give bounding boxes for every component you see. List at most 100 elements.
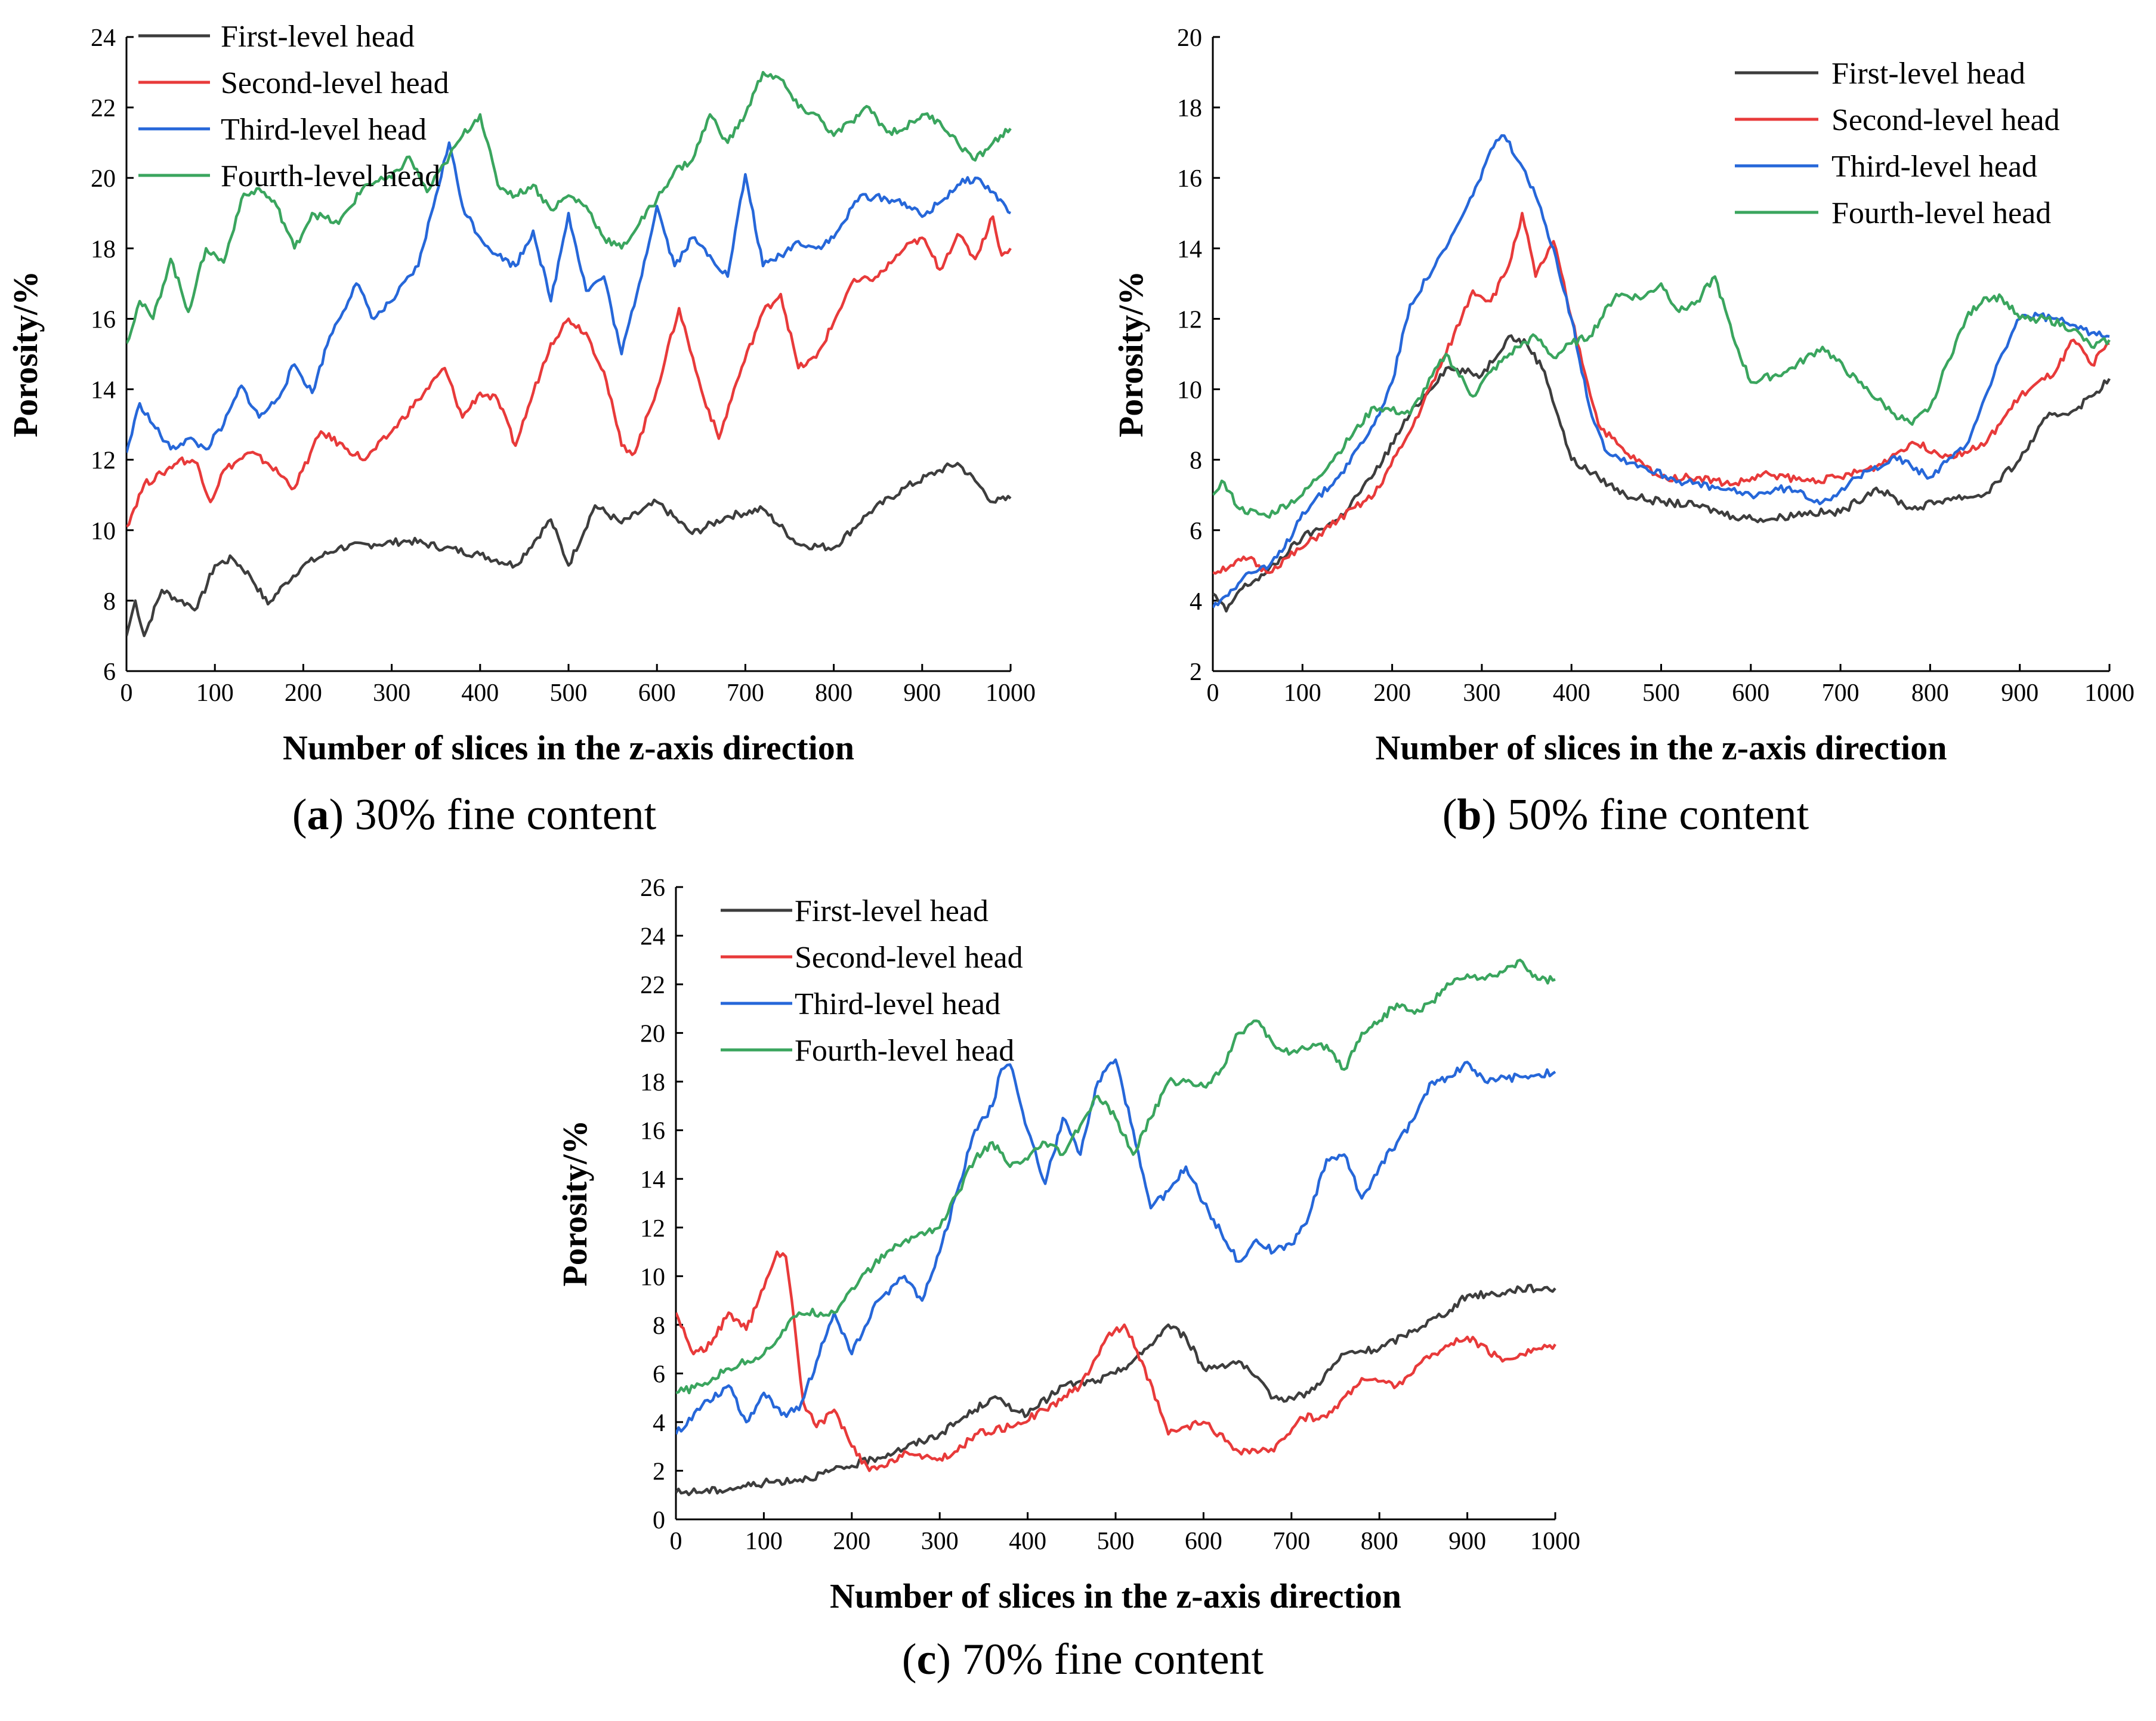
- y-axis-title: Porosity/%: [1111, 271, 1150, 437]
- y-tick-label: 10: [91, 518, 116, 545]
- x-tick-label: 0: [1207, 679, 1219, 707]
- x-tick-label: 300: [373, 679, 410, 707]
- y-tick-label: 6: [1190, 518, 1202, 545]
- x-tick-label: 1000: [986, 679, 1036, 707]
- x-tick-label: 100: [745, 1528, 783, 1555]
- x-tick-label: 900: [2001, 679, 2038, 707]
- y-tick-label: 18: [640, 1069, 665, 1096]
- y-tick-label: 24: [91, 24, 116, 52]
- legend-label-4: Fourth-level head: [795, 1034, 1014, 1068]
- y-tick-label: 20: [640, 1021, 665, 1048]
- y-tick-label: 20: [1177, 24, 1202, 52]
- legend-label-2: Second-level head: [795, 941, 1023, 975]
- chart-a: 0 100 200 300 400 500 600 700 800 900 1000 6 8 10 12 14…: [6, 20, 1036, 839]
- series-line-3: [126, 141, 1011, 453]
- legend: First-level head Second-level head Third-l…: [1735, 57, 2060, 230]
- series-line-1: [1213, 334, 2111, 613]
- y-tick-label: 10: [640, 1263, 665, 1291]
- panel-caption: (b) 50% fine content: [1443, 790, 1809, 839]
- legend-label-4: Fourth-level head: [1831, 196, 2051, 230]
- series-line-2: [126, 215, 1012, 528]
- x-axis-title: Number of slices in the z-axis direction: [1376, 728, 1947, 767]
- y-tick-label: 24: [640, 923, 665, 951]
- y-axis-title: Porosity/%: [6, 271, 45, 437]
- legend: First-level head Second-level head Third-l…: [721, 894, 1023, 1068]
- y-tick-label: 2: [653, 1458, 665, 1485]
- caption-text: 30% fine content: [344, 790, 656, 839]
- y-tick-label: 16: [1177, 165, 1202, 193]
- y-tick-label: 6: [103, 659, 116, 686]
- y-tick-label: 8: [103, 588, 116, 616]
- x-tick-label: 300: [1463, 679, 1500, 707]
- y-tick-label: 8: [653, 1312, 665, 1340]
- panel-caption: (c) 70% fine content: [902, 1635, 1264, 1684]
- series-line-4: [126, 70, 1012, 344]
- legend-label-1: First-level head: [795, 894, 989, 928]
- x-tick-label: 200: [285, 679, 322, 707]
- panel-caption: (a) 30% fine content: [292, 790, 657, 839]
- y-tick-label: 4: [1190, 588, 1202, 616]
- x-tick-label: 900: [903, 679, 941, 707]
- x-tick-label: 100: [196, 679, 234, 707]
- y-tick-label: 6: [653, 1361, 665, 1388]
- x-tick-label: 400: [1009, 1528, 1046, 1555]
- series-line-1: [676, 1283, 1556, 1497]
- y-tick-label: 18: [91, 236, 116, 263]
- x-tick-label: 500: [1642, 679, 1680, 707]
- x-tick-label: 700: [727, 679, 764, 707]
- y-axis-title: Porosity/%: [555, 1120, 594, 1286]
- series-line-2: [1213, 212, 2110, 575]
- x-tick-label: 200: [1373, 679, 1411, 707]
- y-tick-label: 16: [91, 306, 116, 333]
- x-tick-label: 300: [921, 1528, 959, 1555]
- series-group: [126, 70, 1012, 638]
- y-tick-label: 12: [1177, 306, 1202, 333]
- legend-label-2: Second-level head: [221, 66, 449, 100]
- legend-label-1: First-level head: [221, 20, 415, 54]
- y-tick-label: 26: [640, 875, 665, 902]
- x-tick-label: 600: [1732, 679, 1769, 707]
- y-tick-label: 14: [1177, 236, 1202, 263]
- legend: First-level head Second-level head Third-l…: [138, 20, 449, 193]
- legend-label-3: Third-level head: [795, 987, 1000, 1021]
- legend-label-3: Third-level head: [221, 113, 427, 147]
- x-tick-label: 500: [1097, 1528, 1135, 1555]
- y-tick-label: 16: [640, 1118, 665, 1145]
- x-tick-label: 700: [1822, 679, 1860, 707]
- caption-text: 70% fine content: [951, 1635, 1264, 1684]
- x-tick-label: 600: [1185, 1528, 1222, 1555]
- x-tick-label: 900: [1448, 1528, 1486, 1555]
- y-tick-label: 14: [91, 377, 116, 404]
- x-tick-label: 700: [1272, 1528, 1310, 1555]
- x-tick-label: 400: [1553, 679, 1590, 707]
- x-tick-label: 500: [550, 679, 588, 707]
- y-tick-label: 20: [91, 165, 116, 193]
- y-tick-label: 12: [91, 447, 116, 475]
- series-line-2: [676, 1250, 1556, 1472]
- x-tick-label: 0: [121, 679, 133, 707]
- x-tick-label: 400: [461, 679, 499, 707]
- x-tick-label: 1000: [1530, 1528, 1580, 1555]
- legend-label-3: Third-level head: [1831, 150, 2037, 184]
- x-tick-label: 800: [815, 679, 852, 707]
- chart-b: 0 100 200 300 400 500 600 700 800 900 1000 2 4 6 8 10 12…: [1111, 24, 2135, 839]
- caption-letter: a: [307, 790, 329, 839]
- caption-letter: c: [917, 1635, 937, 1684]
- x-tick-label: 0: [670, 1528, 682, 1555]
- y-tick-label: 8: [1190, 447, 1202, 475]
- legend-label-4: Fourth-level head: [221, 159, 440, 193]
- y-tick-label: 22: [640, 972, 665, 999]
- series-group: [676, 959, 1556, 1497]
- legend-label-2: Second-level head: [1831, 103, 2060, 137]
- series-line-3: [1213, 134, 2110, 608]
- x-axis-title: Number of slices in the z-axis direction: [283, 728, 854, 767]
- series-line-4: [1213, 275, 2111, 519]
- y-tick-label: 0: [653, 1507, 665, 1534]
- y-tick-label: 22: [91, 95, 116, 122]
- series-line-3: [676, 1058, 1556, 1435]
- y-tick-label: 4: [653, 1410, 665, 1437]
- series-group: [1213, 134, 2111, 613]
- chart-c: 0 100 200 300 400 500 600 700 800 900 100002468101…: [555, 875, 1580, 1684]
- x-tick-label: 200: [833, 1528, 870, 1555]
